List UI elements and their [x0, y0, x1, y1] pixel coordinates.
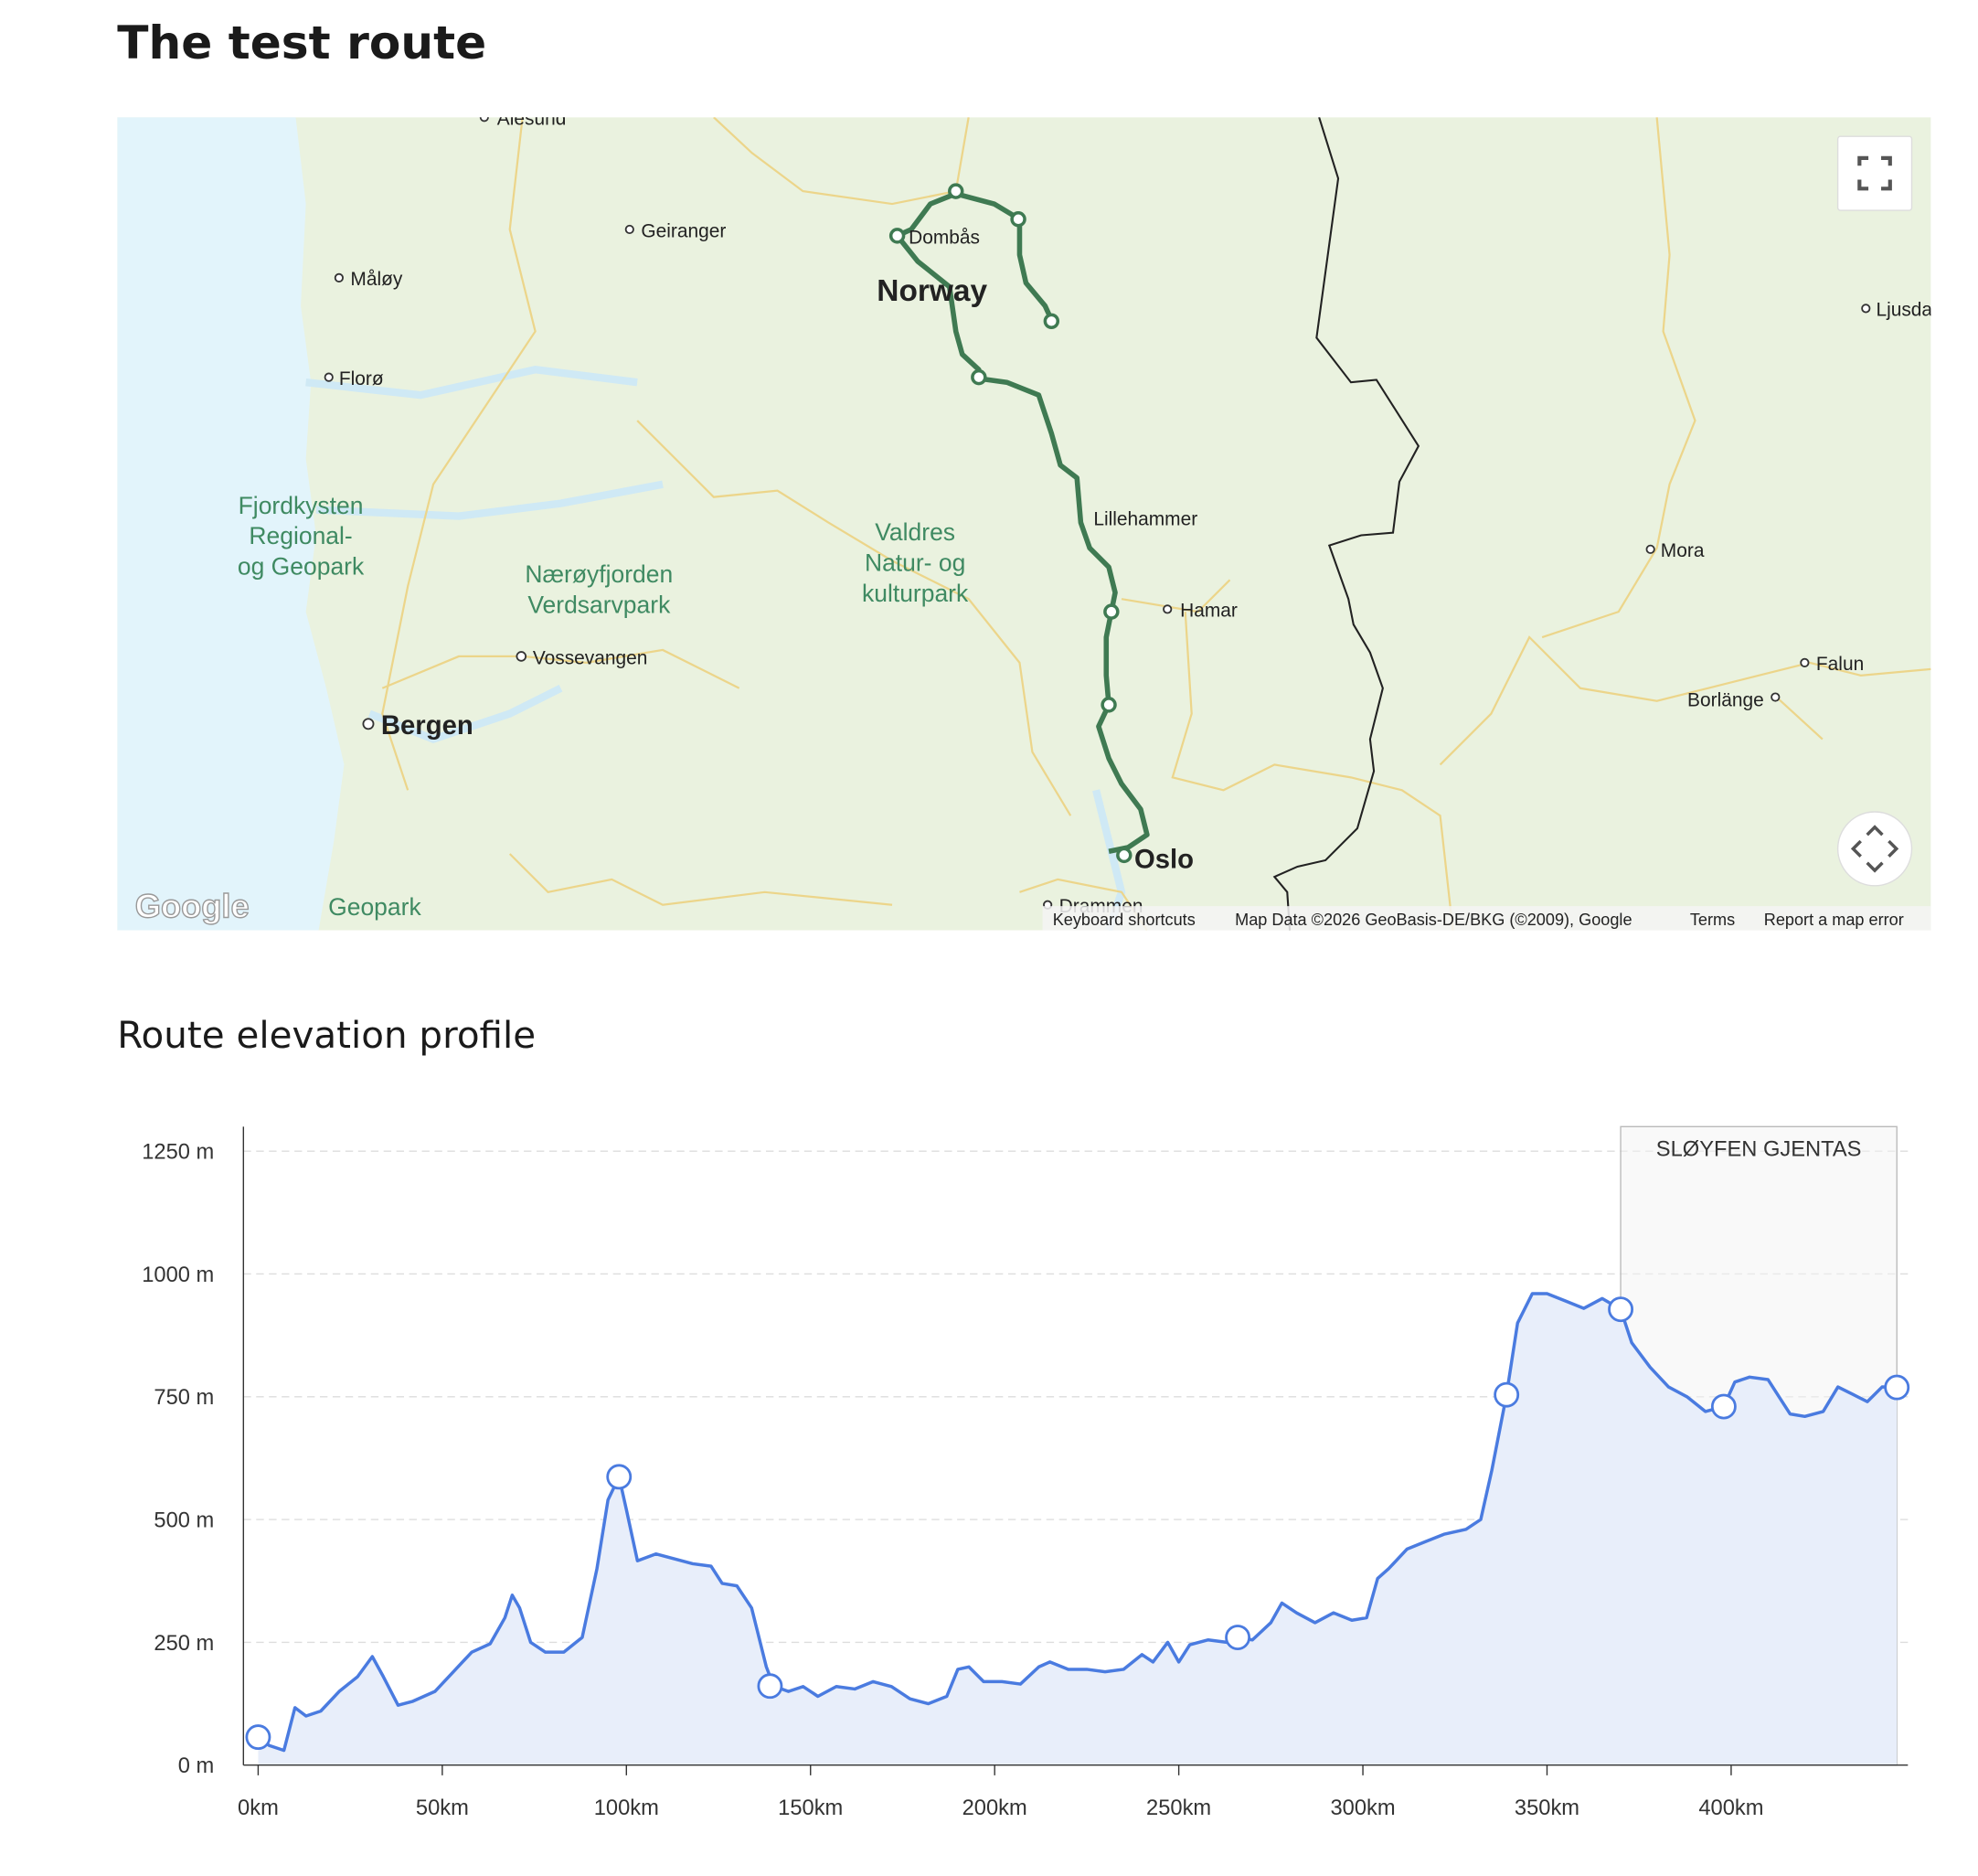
- elevation-area: [258, 1293, 1898, 1765]
- y-tick-label: 750 m: [154, 1386, 214, 1410]
- x-tick-label: 100km: [594, 1796, 659, 1820]
- map-fjords: [305, 366, 1126, 931]
- map[interactable]: Ålesund Geiranger Måløy Florø Dombås Lil…: [117, 109, 1936, 931]
- place-dots: [324, 117, 1871, 910]
- place-label: Hamar: [1180, 601, 1238, 622]
- attribution-link[interactable]: Terms: [1690, 911, 1735, 929]
- waypoint-marker: [606, 1464, 633, 1490]
- x-tick-label: 50km: [416, 1796, 469, 1820]
- country-label: Norway: [877, 274, 987, 308]
- x-tick-label: 250km: [1146, 1796, 1211, 1820]
- x-tick-label: 0km: [238, 1796, 279, 1820]
- place-label: Ålesund: [497, 109, 567, 130]
- place-label: Florø: [339, 368, 384, 389]
- park-label: Natur- og: [865, 549, 965, 577]
- park-label: Nærøyfjorden: [525, 560, 673, 588]
- fullscreen-button[interactable]: [1836, 135, 1913, 211]
- annotation-label: SLØYFEN GJENTAS: [1656, 1137, 1862, 1161]
- park-label: Verdsarvpark: [527, 592, 671, 619]
- place-label: Geiranger: [641, 220, 726, 241]
- attribution-link[interactable]: Report a map error: [1764, 911, 1904, 929]
- x-tick-label: 300km: [1330, 1796, 1395, 1820]
- attribution-link[interactable]: Keyboard shortcuts: [1053, 911, 1196, 929]
- waypoint-marker: [1710, 1393, 1737, 1420]
- waypoint-marker: [1494, 1381, 1520, 1408]
- attribution-text: Map Data ©2026 GeoBasis-DE/BKG (©2009), …: [1235, 911, 1632, 929]
- x-tick-label: 200km: [962, 1796, 1027, 1820]
- park-label: og Geopark: [238, 553, 365, 581]
- waypoint-marker: [1225, 1625, 1251, 1650]
- elevation-chart: 0 m 250 m 500 m 750 m 1000 m 1250 m 0km 50km 100…: [142, 1125, 1910, 1820]
- place-label: Ljusdal: [1876, 300, 1936, 321]
- y-tick-label: 500 m: [154, 1508, 214, 1532]
- place-label: Måløy: [350, 269, 402, 290]
- city-label: Oslo: [1134, 845, 1194, 874]
- waypoint-marker: [1884, 1374, 1910, 1401]
- route-waypoints: [888, 183, 1133, 864]
- y-tick-label: 0 m: [178, 1754, 215, 1778]
- map-logo: Google: [135, 888, 250, 925]
- park-label: Valdres: [875, 518, 955, 546]
- place-label: Vossevangen: [533, 647, 648, 668]
- y-tick-label: 1000 m: [142, 1263, 214, 1287]
- place-label: Lillehammer: [1093, 508, 1197, 529]
- place-label: Dombås: [909, 227, 980, 248]
- page-title: The test route: [117, 16, 486, 69]
- park-label: Regional-: [249, 522, 352, 549]
- place-label: Mora: [1661, 540, 1705, 561]
- map-sea: [117, 117, 345, 931]
- country-border: [1272, 117, 1420, 931]
- y-tick-label: 1250 m: [142, 1141, 214, 1165]
- x-tick-label: 400km: [1698, 1796, 1763, 1820]
- park-label: Geopark: [328, 893, 421, 921]
- place-label: Falun: [1816, 654, 1864, 675]
- place-label: Borlänge: [1687, 689, 1764, 710]
- map-pan-button[interactable]: [1836, 811, 1913, 887]
- y-tick-label: 250 m: [154, 1632, 214, 1656]
- waypoint-marker: [757, 1673, 783, 1700]
- city-label: Bergen: [381, 711, 473, 741]
- park-label: kulturpark: [862, 580, 969, 607]
- waypoint-marker: [245, 1724, 271, 1751]
- attribution-bar: [1042, 906, 1931, 931]
- waypoint-marker: [1608, 1296, 1634, 1323]
- chart-title: Route elevation profile: [117, 1013, 536, 1057]
- x-tick-label: 350km: [1515, 1796, 1579, 1820]
- map-land: [117, 117, 1931, 931]
- park-label: Fjordkysten: [239, 492, 364, 519]
- x-tick-label: 150km: [778, 1796, 843, 1820]
